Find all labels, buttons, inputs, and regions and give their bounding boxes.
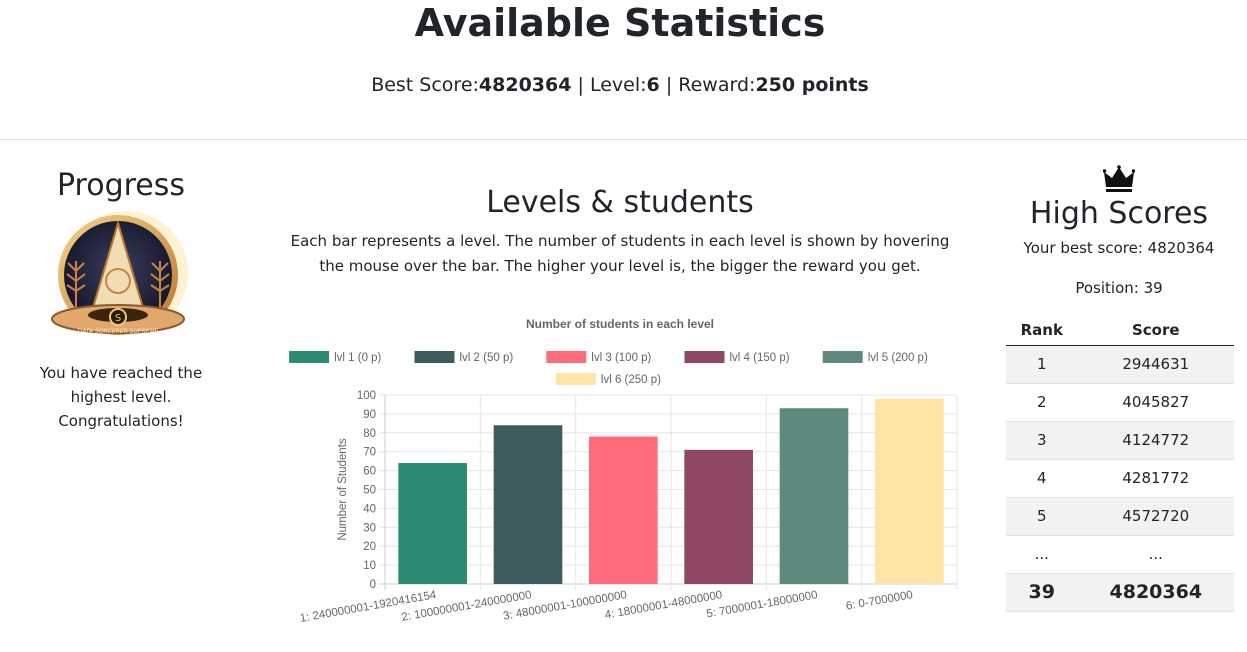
your-best-score: Your best score: 4820364	[1023, 239, 1215, 257]
score-cell: ...	[1077, 535, 1234, 574]
separator: |	[665, 74, 673, 96]
rank-column-header: Rank	[1006, 315, 1078, 346]
separator: |	[577, 74, 584, 96]
legend-label: lvl 4 (150 p)	[730, 352, 790, 364]
y-tick-label: 30	[363, 522, 376, 534]
reward-value: 250 points	[755, 74, 869, 96]
rank-cell: 5	[1006, 497, 1078, 536]
table-header-row: Rank Score	[1006, 315, 1234, 346]
best-score-label: Best Score:	[371, 74, 479, 96]
progress-panel: Progress	[0, 165, 242, 433]
crown-icon	[1103, 165, 1135, 192]
bar-level-1	[398, 463, 467, 584]
best-score-value: 4820364	[478, 74, 572, 96]
levels-bar-chart: Number of students in each level lvl 1 (0…	[289, 317, 958, 625]
high-scores-panel: High Scores Your best score: 4820364 Pos…	[1004, 165, 1234, 612]
levels-title: Levels & students	[486, 185, 754, 220]
badge-text: DATA SORCERER SUPREME	[78, 328, 159, 335]
legend-swatch	[414, 351, 455, 363]
score-cell: 4820364	[1077, 573, 1234, 612]
progress-title: Progress	[56, 168, 186, 203]
score-cell: 4124772	[1077, 421, 1234, 460]
y-tick-label: 20	[363, 541, 376, 553]
y-tick-label: 70	[363, 447, 376, 459]
legend-swatch	[546, 351, 587, 363]
score-column-header: Score	[1077, 315, 1234, 346]
rank-cell: 2	[1006, 383, 1078, 422]
badge-letter: S	[115, 313, 121, 324]
legend-label: lvl 1 (0 p)	[334, 352, 381, 364]
bar-level-2	[493, 425, 563, 584]
current-user-row: 39 4820364	[1006, 573, 1234, 612]
y-tick-label: 60	[363, 466, 376, 478]
level-value: 6	[646, 74, 660, 96]
table-row: 5 4572720	[1006, 497, 1234, 536]
y-tick-label: 40	[363, 503, 376, 515]
bar-level-3	[589, 436, 658, 584]
your-position: Position: 39	[1075, 279, 1163, 297]
y-tick-label: 50	[363, 485, 376, 497]
score-cell: 4572720	[1077, 497, 1234, 536]
legend-swatch	[822, 351, 863, 363]
x-tick-label: 6: 0-7000000	[845, 589, 914, 613]
chart-title: Number of students in each level	[526, 317, 714, 331]
rank-cell: 4	[1006, 459, 1078, 498]
table-row: 2 4045827	[1006, 383, 1234, 422]
y-tick-label: 80	[363, 428, 376, 440]
high-scores-title: High Scores	[1029, 196, 1209, 231]
legend-label: lvl 3 (100 p)	[591, 352, 651, 364]
rank-cell: 1	[1006, 345, 1078, 384]
bar-level-5	[779, 408, 849, 584]
table-row: 4 4281772	[1006, 459, 1234, 498]
y-axis-label: Number of Students	[337, 438, 349, 541]
table-row: 1 2944631	[1006, 345, 1234, 384]
sorcerer-badge-icon: S DATA SORCERER SUPREME	[51, 211, 188, 335]
levels-description: Each bar represents a level. The number …	[290, 232, 950, 275]
legend-swatch	[289, 351, 330, 363]
level-label: Level:	[589, 74, 647, 96]
y-tick-label: 10	[363, 560, 376, 572]
y-tick-label: 100	[357, 390, 376, 402]
score-cell: 2944631	[1077, 345, 1234, 384]
rank-cell: 3	[1006, 421, 1078, 460]
header-divider	[0, 139, 1247, 140]
legend-swatch	[555, 373, 596, 385]
legend-label: lvl 2 (50 p)	[460, 352, 514, 364]
page-title: Available Statistics	[414, 1, 826, 45]
score-cell: 4281772	[1077, 459, 1234, 498]
table-row: 3 4124772	[1006, 421, 1234, 460]
y-tick-label: 90	[363, 409, 376, 421]
rank-cell: ...	[1006, 535, 1078, 574]
rank-cell: 39	[1006, 573, 1078, 612]
legend-label: lvl 5 (200 p)	[868, 352, 928, 364]
score-cell: 4045827	[1077, 383, 1234, 422]
y-tick-label: 0	[370, 579, 376, 591]
progress-message: You have reached the highest level. Cong…	[39, 364, 203, 430]
reward-label: Reward:	[678, 74, 756, 96]
x-tick-label: 5: 7000001-18000000	[706, 589, 819, 620]
bar-level-6	[875, 398, 944, 584]
table-row: ......	[1006, 535, 1234, 574]
stats-summary: Best Score:4820364 | Level:6 | Reward:25…	[0, 72, 1240, 98]
legend-label: lvl 6 (250 p)	[601, 374, 661, 386]
level-badge-image: S DATA SORCERER SUPREME	[36, 211, 206, 351]
bar-level-4	[684, 449, 753, 584]
legend-swatch	[684, 351, 725, 363]
